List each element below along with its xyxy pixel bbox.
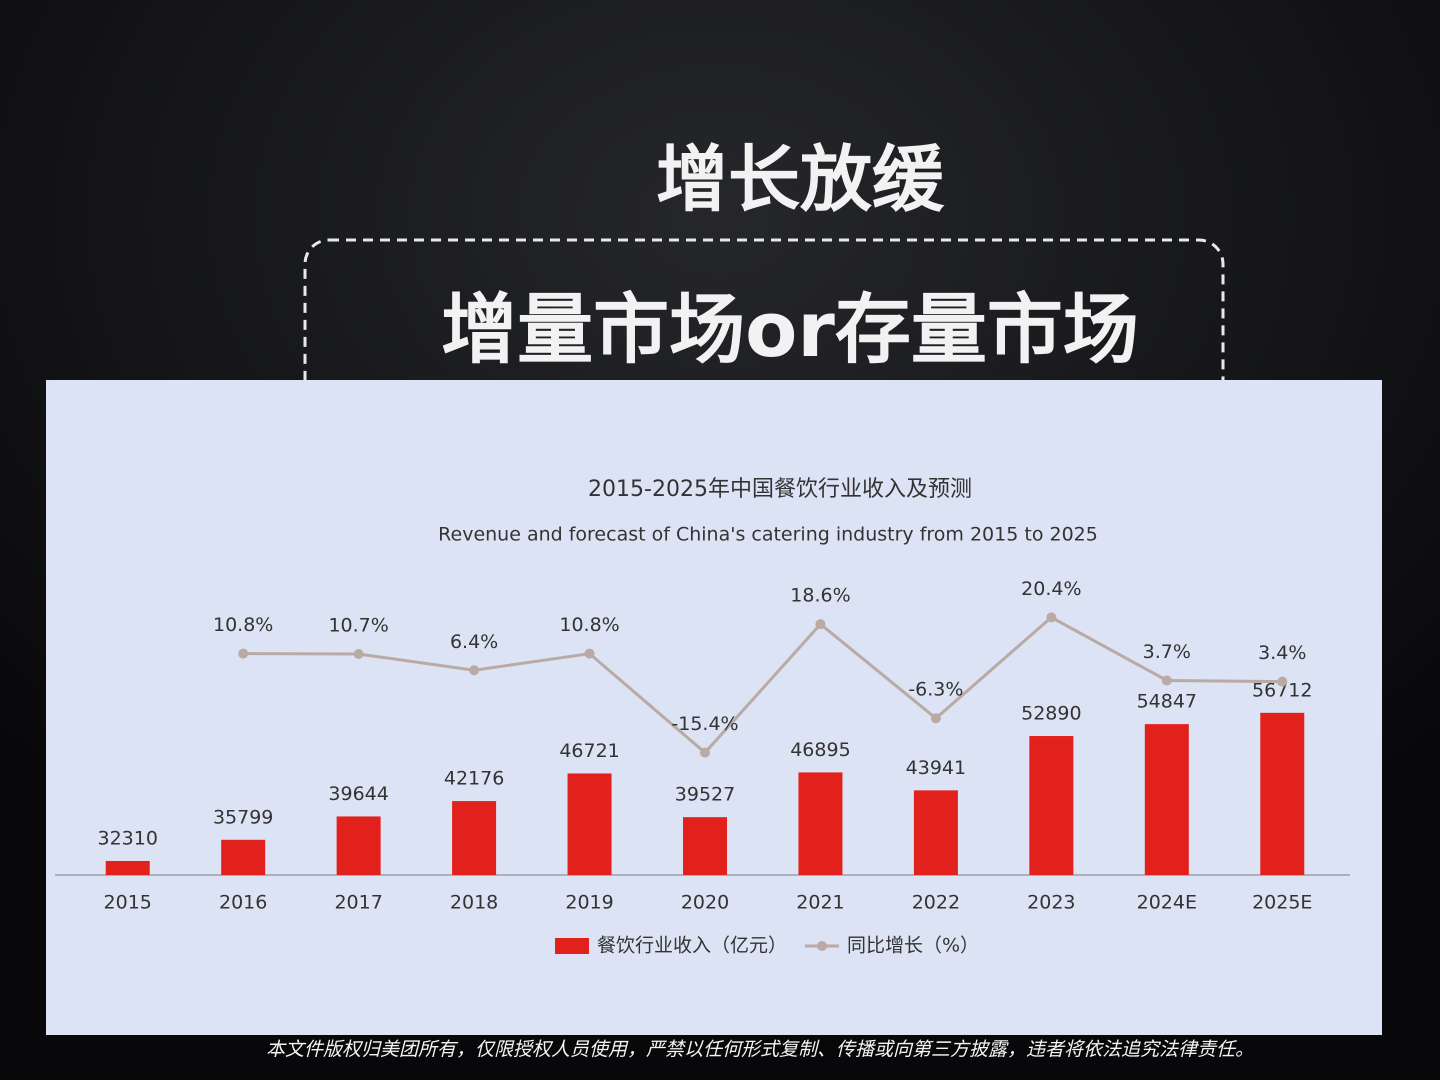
x-tick-label: 2023 — [1027, 892, 1075, 914]
bar — [336, 816, 381, 875]
growth-label: -15.4% — [671, 713, 738, 735]
bar-label: 42176 — [444, 768, 504, 790]
bar-label: 46895 — [790, 739, 850, 761]
x-tick-label: 2017 — [334, 892, 382, 914]
growth-label: 10.8% — [213, 614, 273, 636]
growth-label: 6.4% — [450, 631, 498, 653]
chart-title: 2015-2025年中国餐饮行业收入及预测 — [588, 477, 972, 502]
x-tick-label: 2021 — [796, 892, 844, 914]
bar — [1144, 724, 1189, 875]
growth-point — [1277, 676, 1288, 687]
x-tick-label: 2020 — [681, 892, 729, 914]
legend-swatch — [555, 938, 589, 954]
growth-label: 10.8% — [559, 614, 619, 636]
bar — [913, 790, 958, 875]
x-tick-label: 2024E — [1137, 892, 1197, 914]
legend-label: 餐饮行业收入（亿元） — [597, 935, 787, 957]
bar — [567, 773, 612, 875]
legend-label: 同比增长（%） — [847, 935, 979, 957]
growth-label: 20.4% — [1021, 578, 1081, 600]
footer: 本文件版权归美团所有，仅限授权人员使用，严禁以任何形式复制、传播或向第三方披露，… — [266, 1039, 1254, 1061]
x-tick-label: 2019 — [565, 892, 613, 914]
bar — [1029, 736, 1074, 875]
x-tick-label: 2025E — [1252, 892, 1312, 914]
growth-line — [243, 615, 1283, 755]
chart-subtitle: Revenue and forecast of China's catering… — [438, 524, 1098, 546]
bar-label: 35799 — [213, 806, 273, 828]
bar-label: 39644 — [328, 783, 388, 805]
growth-label: 10.7% — [328, 615, 388, 637]
growth-label: 3.7% — [1143, 641, 1191, 663]
growth-point — [238, 648, 249, 659]
bar — [798, 772, 843, 875]
growth-point — [1046, 612, 1057, 623]
slide-subtitle: 增量市场or存量市场 — [441, 285, 1139, 374]
growth-point — [700, 747, 710, 758]
bar — [1260, 712, 1305, 875]
growth-point — [815, 619, 826, 630]
growth-point — [930, 713, 941, 724]
bar — [452, 801, 497, 875]
growth-point — [469, 665, 480, 676]
slide-title: 增长放缓 — [656, 138, 945, 222]
chart-panel — [46, 380, 1382, 1035]
growth-point — [353, 649, 364, 660]
bar-label: 32310 — [98, 827, 158, 849]
bar-label: 54847 — [1137, 691, 1197, 713]
bar-label: 56712 — [1252, 679, 1312, 701]
bar-label: 43941 — [906, 757, 966, 779]
growth-label: 18.6% — [790, 585, 850, 607]
growth-label: -6.3% — [908, 679, 963, 701]
bar-label: 39527 — [675, 784, 735, 806]
x-tick-label: 2018 — [450, 892, 498, 914]
bar-label: 52890 — [1021, 703, 1081, 725]
x-tick-label: 2015 — [104, 892, 152, 914]
bar — [105, 860, 150, 875]
x-tick-label: 2016 — [219, 892, 267, 914]
growth-point — [1161, 675, 1172, 686]
bar-label: 46721 — [559, 740, 619, 762]
x-tick-label: 2022 — [912, 892, 960, 914]
legend-swatch — [817, 941, 827, 951]
bar — [683, 817, 727, 875]
bar — [221, 839, 266, 875]
growth-label: 3.4% — [1258, 642, 1306, 664]
growth-point — [584, 648, 595, 659]
